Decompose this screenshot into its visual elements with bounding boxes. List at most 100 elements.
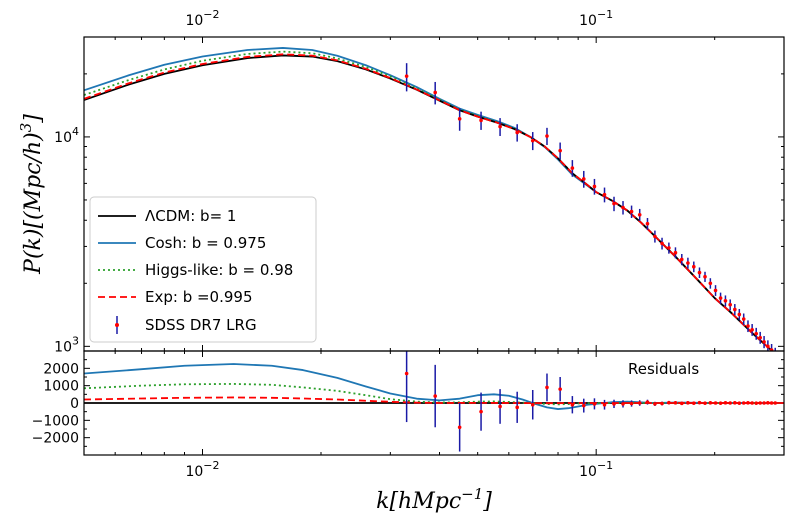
main-ticks: 10−2 10−1 103 104 bbox=[54, 8, 784, 355]
data-point bbox=[750, 327, 754, 332]
data-point bbox=[629, 401, 634, 406]
data-point bbox=[545, 385, 549, 390]
data-point bbox=[697, 400, 702, 405]
data-point bbox=[479, 409, 483, 414]
data-point bbox=[404, 371, 409, 376]
data-point bbox=[592, 402, 597, 406]
data-point bbox=[515, 405, 519, 410]
legend-label: Exp: b =0.995 bbox=[145, 288, 253, 306]
data-point bbox=[433, 90, 437, 95]
data-point bbox=[741, 401, 746, 405]
data-point bbox=[433, 394, 437, 398]
data-point bbox=[645, 400, 650, 404]
data-point bbox=[558, 387, 562, 391]
legend-item-sdss-dr7-lrg: SDSS DR7 LRG bbox=[115, 316, 257, 334]
data-point bbox=[673, 401, 678, 405]
data-point bbox=[718, 296, 723, 300]
data-point bbox=[728, 302, 732, 307]
data-point bbox=[773, 401, 778, 405]
data-point bbox=[773, 352, 777, 356]
main-series-group bbox=[84, 47, 777, 356]
legend-label: SDSS DR7 LRG bbox=[145, 316, 257, 334]
data-point bbox=[713, 401, 718, 405]
data-point bbox=[404, 74, 409, 78]
residuals-title: Residuals bbox=[628, 360, 699, 378]
data-point bbox=[570, 166, 575, 170]
data-point bbox=[621, 205, 625, 210]
residual-sdss-dr7-lrg-points bbox=[404, 351, 778, 452]
data-point bbox=[592, 184, 597, 189]
data-point bbox=[645, 221, 650, 226]
data-point bbox=[457, 117, 462, 121]
data-point bbox=[769, 348, 774, 351]
data-point bbox=[766, 344, 770, 349]
x-tick-label: 10−2 bbox=[185, 459, 219, 480]
data-point bbox=[612, 402, 616, 406]
top-x-tick-label: 10−2 bbox=[185, 8, 219, 29]
data-point bbox=[746, 324, 750, 328]
x-tick-label: 10−1 bbox=[579, 459, 613, 480]
data-point bbox=[723, 401, 728, 405]
data-point bbox=[515, 130, 519, 135]
data-point bbox=[581, 177, 586, 181]
data-point bbox=[758, 401, 762, 405]
data-point bbox=[746, 401, 750, 405]
y-tick-label: 104 bbox=[54, 125, 79, 146]
residual-y-tick-label: 2000 bbox=[43, 361, 79, 377]
legend-box bbox=[89, 196, 317, 343]
legend: ΛCDM: b= 1 Cosh: b = 0.975 Higgs-like: b =… bbox=[89, 196, 317, 343]
svg-text:k[hMpc−1]: k[hMpc−1] bbox=[376, 485, 492, 514]
data-point bbox=[673, 250, 678, 255]
data-point bbox=[733, 307, 737, 312]
y-tick-label: 103 bbox=[54, 334, 79, 355]
data-point bbox=[581, 403, 586, 408]
data-point bbox=[703, 401, 707, 405]
residual-y-tick-label: 0 bbox=[70, 396, 79, 412]
data-point bbox=[758, 335, 762, 340]
data-point bbox=[697, 270, 702, 275]
data-point bbox=[754, 401, 759, 405]
data-point bbox=[762, 340, 766, 344]
data-point bbox=[629, 209, 634, 214]
data-point bbox=[750, 401, 754, 405]
residual-y-tick-label: −1000 bbox=[32, 413, 79, 429]
top-x-tick-label: 10−1 bbox=[579, 8, 613, 29]
data-point bbox=[602, 402, 607, 407]
data-point bbox=[602, 192, 607, 197]
legend-point bbox=[115, 323, 119, 327]
data-point bbox=[766, 401, 770, 405]
data-point bbox=[686, 401, 690, 405]
data-point bbox=[570, 402, 575, 407]
data-point bbox=[691, 401, 696, 405]
x-axis-label: k[hMpc−1] bbox=[376, 485, 492, 514]
data-point bbox=[612, 201, 616, 206]
data-point bbox=[754, 331, 759, 336]
data-point bbox=[558, 148, 562, 153]
data-point bbox=[723, 298, 728, 303]
data-point bbox=[691, 264, 696, 269]
legend-item-cosh-b-0-975: Cosh: b = 0.975 bbox=[98, 234, 266, 252]
residual-higgs-like-b-0-98-line bbox=[84, 383, 784, 406]
residual-series-group bbox=[84, 351, 784, 452]
main-sdss-dr7-lrg-points bbox=[404, 63, 777, 356]
data-point bbox=[679, 257, 684, 262]
data-point bbox=[660, 241, 664, 246]
legend-item-exp-b-0-995: Exp: b =0.995 bbox=[98, 288, 253, 306]
data-point bbox=[769, 401, 774, 405]
data-point bbox=[728, 401, 732, 405]
y-axis-label: P(k)[(Mpc/h)3] bbox=[17, 114, 46, 275]
legend-label: ΛCDM: b= 1 bbox=[145, 207, 236, 225]
main-panel: 10−2 10−1 103 104 bbox=[54, 8, 785, 356]
data-point bbox=[457, 425, 462, 430]
data-point bbox=[718, 401, 723, 405]
data-point bbox=[713, 288, 718, 293]
data-point bbox=[498, 124, 502, 129]
data-point bbox=[530, 402, 535, 407]
residual-y-tick-label: −2000 bbox=[32, 431, 79, 447]
data-point bbox=[741, 317, 746, 321]
data-point bbox=[530, 138, 535, 143]
data-point bbox=[762, 401, 766, 405]
